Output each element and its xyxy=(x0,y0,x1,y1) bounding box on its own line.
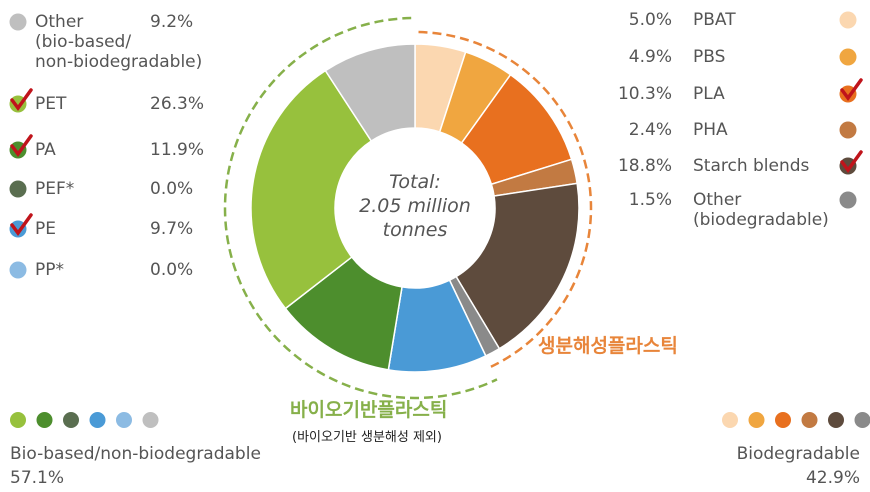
value-label: 18.8% xyxy=(617,156,672,176)
donut-segment xyxy=(324,43,416,143)
group-label: Bio-based/non-biodegradable xyxy=(10,444,261,464)
legend-swatch xyxy=(9,261,27,279)
group-swatch xyxy=(775,412,791,428)
group-outline xyxy=(223,16,498,400)
group-swatch xyxy=(854,412,870,428)
value-label: 9.7% xyxy=(150,219,194,239)
group-swatch xyxy=(63,412,79,428)
value-label: 0.0% xyxy=(150,260,194,280)
annotation-note: (바이오기반 생분해성 제외) xyxy=(292,430,442,445)
legend-label: Other (bio-based/ non-biodegradable) xyxy=(35,12,203,72)
value-label: 0.0% xyxy=(150,179,194,199)
value-label: 2.4% xyxy=(628,120,672,140)
check-mark xyxy=(10,213,33,236)
legend-label: PET xyxy=(35,94,67,114)
value-label: 11.9% xyxy=(150,140,205,160)
group-swatch xyxy=(89,412,106,428)
group-swatch xyxy=(828,412,844,428)
legend-label: Other (biodegradable) xyxy=(693,190,829,230)
group-swatch xyxy=(116,412,132,428)
legend-swatch xyxy=(839,121,857,139)
group-swatch xyxy=(10,412,26,428)
group-value: 57.1% xyxy=(10,468,65,488)
value-label: 4.9% xyxy=(628,47,672,67)
donut-segment xyxy=(250,69,373,310)
group-outline xyxy=(418,30,593,368)
check-mark xyxy=(840,78,863,101)
value-label: 9.2% xyxy=(150,12,194,32)
legend-swatch xyxy=(839,11,857,29)
legend-label: PA xyxy=(35,140,56,160)
legend-swatch xyxy=(9,13,27,31)
group-swatch xyxy=(801,412,818,428)
center-text: Total: 2.05 million tonnes xyxy=(359,171,471,241)
value-label: 26.3% xyxy=(150,94,205,114)
check-mark xyxy=(10,88,33,111)
legend-label: PBS xyxy=(693,47,726,67)
legend-label: PEF* xyxy=(35,179,75,199)
legend-label: PHA xyxy=(693,120,728,140)
group-swatch xyxy=(142,412,159,428)
legend-swatch xyxy=(839,191,857,209)
legend-label: PLA xyxy=(693,84,725,104)
legend-label: PP* xyxy=(35,260,65,280)
value-label: 1.5% xyxy=(628,190,672,210)
group-swatch xyxy=(36,412,53,428)
check-mark xyxy=(10,134,33,157)
donut-segment xyxy=(455,182,580,350)
check-mark xyxy=(840,150,863,173)
legend-label: PE xyxy=(35,219,56,239)
annotation: 바이오기반플라스틱 xyxy=(290,399,448,421)
legend-label: Starch blends xyxy=(693,156,810,176)
group-swatch xyxy=(748,412,765,428)
value-label: 5.0% xyxy=(628,10,672,30)
group-swatch xyxy=(722,412,738,428)
value-label: 10.3% xyxy=(617,84,672,104)
legend-swatch xyxy=(9,180,27,198)
legend-swatch xyxy=(839,48,857,66)
annotation: 생분해성플라스틱 xyxy=(538,335,678,357)
group-value: 42.9% xyxy=(805,468,860,488)
legend-label: PBAT xyxy=(693,10,736,30)
group-label: Biodegradable xyxy=(736,444,860,464)
